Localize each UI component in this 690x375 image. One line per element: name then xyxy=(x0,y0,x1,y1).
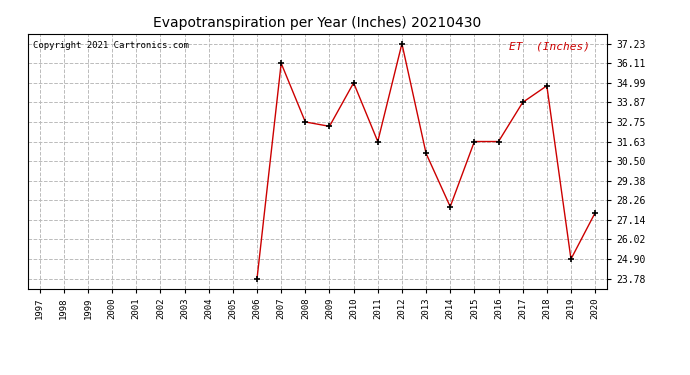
Text: ET  (Inches): ET (Inches) xyxy=(509,41,590,51)
Title: Evapotranspiration per Year (Inches) 20210430: Evapotranspiration per Year (Inches) 202… xyxy=(153,16,482,30)
Text: Copyright 2021 Cartronics.com: Copyright 2021 Cartronics.com xyxy=(33,41,189,50)
